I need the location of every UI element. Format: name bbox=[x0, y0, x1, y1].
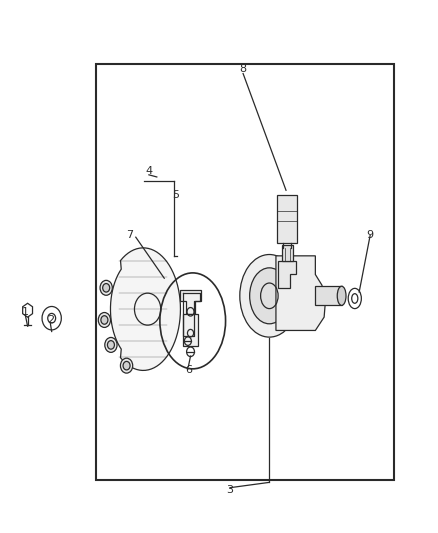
Text: 1: 1 bbox=[22, 307, 29, 317]
Ellipse shape bbox=[240, 255, 299, 337]
Ellipse shape bbox=[102, 284, 110, 292]
Text: 5: 5 bbox=[172, 190, 179, 199]
Ellipse shape bbox=[123, 361, 130, 370]
Ellipse shape bbox=[107, 341, 114, 349]
Ellipse shape bbox=[101, 316, 108, 324]
Ellipse shape bbox=[105, 337, 117, 352]
Text: 6: 6 bbox=[185, 366, 192, 375]
Text: 8: 8 bbox=[240, 64, 247, 74]
Bar bbox=[315, 286, 342, 305]
Polygon shape bbox=[276, 256, 325, 330]
Ellipse shape bbox=[100, 280, 112, 295]
Text: 9: 9 bbox=[367, 230, 374, 239]
Text: 3: 3 bbox=[226, 486, 233, 495]
Ellipse shape bbox=[98, 312, 110, 327]
Bar bbox=[277, 195, 297, 243]
Text: 4: 4 bbox=[145, 166, 152, 175]
Polygon shape bbox=[180, 290, 201, 314]
Ellipse shape bbox=[337, 286, 346, 305]
Text: 2: 2 bbox=[47, 315, 54, 325]
Polygon shape bbox=[110, 248, 180, 370]
Bar bbox=[183, 314, 198, 346]
Bar bbox=[96, 64, 394, 480]
Ellipse shape bbox=[120, 358, 133, 373]
Polygon shape bbox=[282, 245, 293, 261]
Ellipse shape bbox=[250, 268, 289, 324]
Text: 7: 7 bbox=[126, 230, 133, 239]
Polygon shape bbox=[278, 261, 296, 288]
